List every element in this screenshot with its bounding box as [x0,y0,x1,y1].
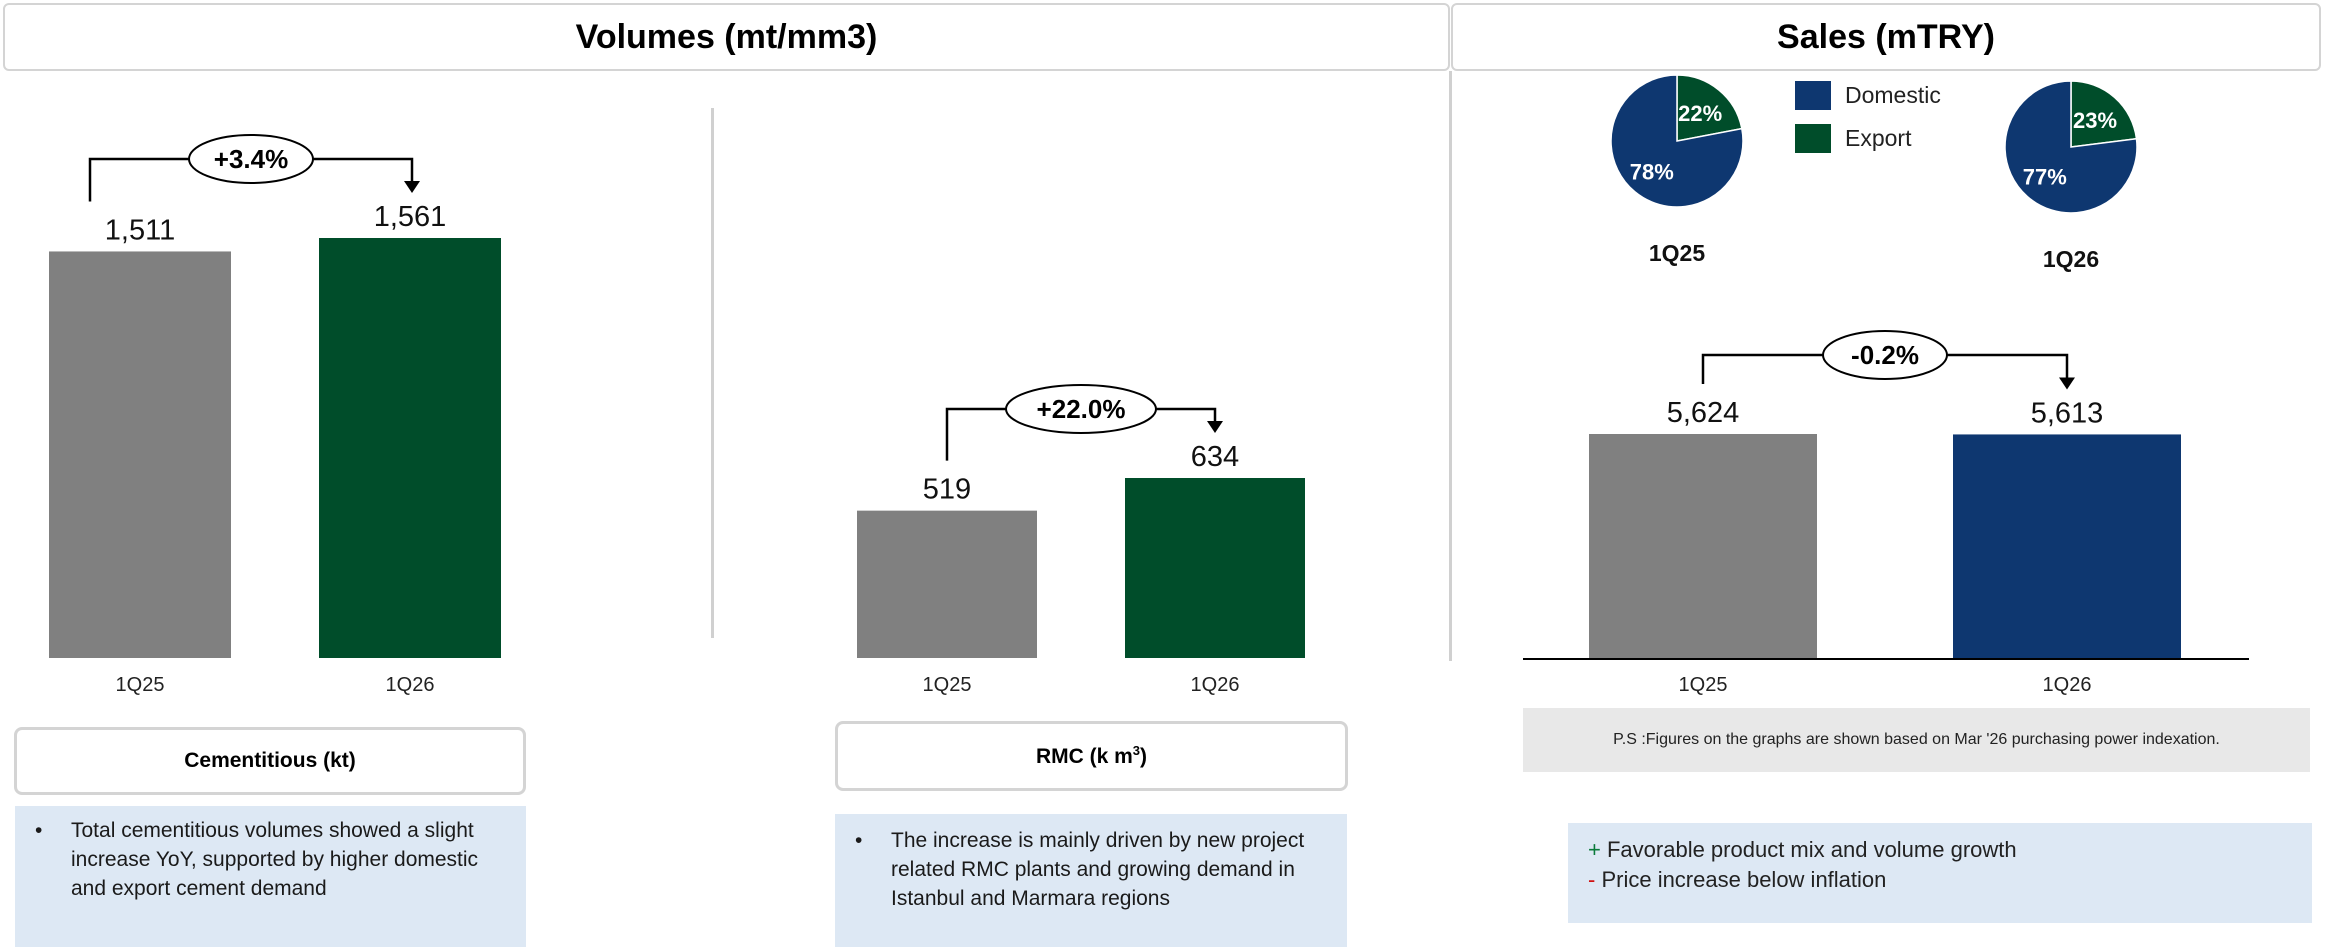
rmc-label: RMC (k m3) [1035,743,1148,768]
sales-growth-label: -0.2% [1851,340,1919,370]
cementitious-note: Total cementitious volumes showed a slig… [15,806,526,947]
cementitious-value-label: 1,511 [105,214,175,246]
cementitious-label-box: Cementitious (kt) [14,727,526,795]
pie-1q26-title: 1Q26 [2043,246,2099,272]
sales-bar-1q25 [1589,434,1817,658]
legend-domestic: Domestic [1795,81,1941,110]
rmc-growth-label: +22.0% [1037,394,1126,424]
rmc-label-box: RMC (k m3) [835,721,1348,791]
rmc-note-text: The increase is mainly driven by new pro… [855,826,1347,913]
legend-export-swatch [1795,124,1831,153]
rmc-growth-ellipse [1005,384,1157,434]
ps-note: P.S :Figures on the graphs are shown bas… [1523,708,2310,772]
divider-left [711,108,714,638]
divider-right [1449,71,1452,661]
cementitious-category-label: 1Q25 [116,674,165,696]
rmc-category-label: 1Q26 [1191,674,1240,696]
cementitious-growth-ellipse [188,134,314,184]
sales-category-label: 1Q26 [2043,674,2092,696]
rmc-note: The increase is mainly driven by new pro… [835,814,1347,947]
sales-value-label: 5,613 [2031,397,2104,429]
pie-1q26-slice-label: 23% [2073,108,2117,133]
rmc-category-label: 1Q25 [923,674,972,696]
cementitious-growth-arrow [404,181,420,193]
pie-1q25-slice-export [1676,74,1743,142]
pie-1q26-slice-export [2070,80,2138,148]
pie-1q25-slice-domestic [1610,74,1744,208]
cementitious-label: Cementitious (kt) [184,749,356,772]
pie-1q25-title: 1Q25 [1649,240,1705,266]
volumes-header: Volumes (mt/mm3) [3,3,1450,71]
sales-growth-ellipse [1822,330,1948,380]
sales-driver-positive: + Favorable product mix and volume growt… [1588,837,2017,862]
pie-1q25-slice-label: 22% [1678,101,1722,126]
rmc-growth-arrow [1207,421,1223,433]
legend-export-label: Export [1845,125,1912,151]
rmc-value-label: 634 [1191,441,1239,473]
rmc-bar-1q26 [1125,478,1305,658]
volumes-title: Volumes (mt/mm3) [575,17,878,56]
pie-1q25-slice-label: 78% [1630,160,1674,185]
sales-growth-arrow [2059,377,2075,390]
legend-domestic-swatch [1795,81,1831,110]
sales-category-label: 1Q25 [1679,674,1728,696]
sales-bar-1q26 [1953,434,2181,658]
sales-value-label: 5,624 [1667,397,1740,429]
sales-title: Sales (mTRY) [1777,17,1995,56]
legend-domestic-label: Domestic [1845,82,1941,108]
cementitious-bar-1q26 [319,238,501,658]
cementitious-bar-1q25 [49,251,231,658]
cementitious-growth-label: +3.4% [214,144,288,174]
cementitious-category-label: 1Q26 [386,674,435,696]
sales-header: Sales (mTRY) [1451,3,2321,71]
cementitious-note-text: Total cementitious volumes showed a slig… [35,816,526,903]
rmc-bar-1q25 [857,510,1037,658]
pie-1q26-slice-label: 77% [2023,165,2067,190]
rmc-value-label: 519 [923,474,971,506]
legend-export: Export [1795,124,1911,153]
pie-1q26-slice-domestic [2004,80,2138,214]
sales-driver-negative: - Price increase below inflation [1588,867,1887,892]
cementitious-value-label: 1,561 [374,201,447,233]
sales-drivers-note: + Favorable product mix and volume growt… [1568,823,2312,923]
